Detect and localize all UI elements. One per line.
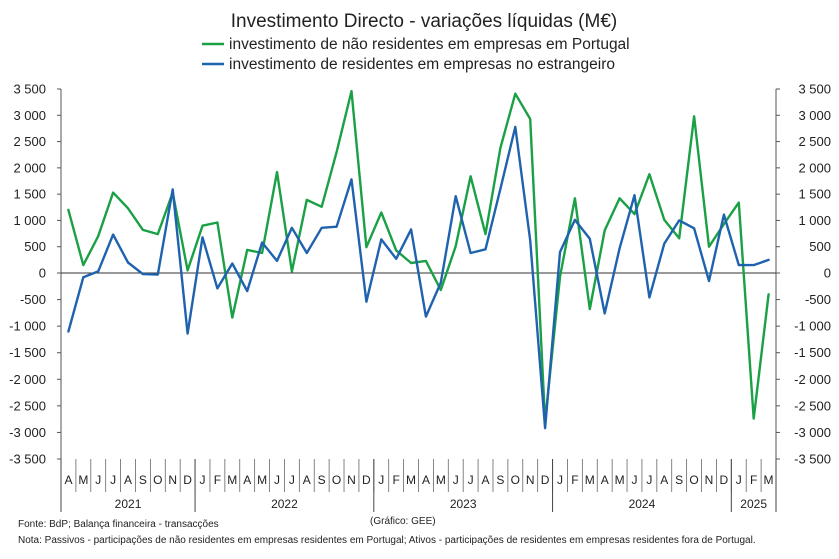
month-label: M xyxy=(78,473,88,487)
month-label: N xyxy=(168,473,177,487)
legend-label: investimento de não residentes em empres… xyxy=(229,36,630,53)
y-tick-label-left: -1 000 xyxy=(9,319,46,334)
y-tick-label-right: 2 500 xyxy=(798,134,831,149)
chart-credit: (Gráfico: GEE) xyxy=(370,516,436,527)
y-tick-label-left: -2 000 xyxy=(9,372,46,387)
month-label: N xyxy=(705,473,714,487)
footnote: Nota: Passivos - participações de não re… xyxy=(18,535,756,546)
month-label: O xyxy=(332,473,341,487)
chart-title: Investimento Directo - variações líquida… xyxy=(231,11,617,32)
month-label: J xyxy=(631,473,637,487)
month-label: F xyxy=(392,473,399,487)
y-tick-label-left: 1 500 xyxy=(13,187,46,202)
month-label: M xyxy=(406,473,416,487)
month-label: J xyxy=(557,473,563,487)
month-label: S xyxy=(496,473,504,487)
year-label: 2023 xyxy=(450,497,477,511)
month-label: A xyxy=(660,473,668,487)
y-tick-label-left: -3 000 xyxy=(9,425,46,440)
y-tick-label-right: -1 000 xyxy=(794,319,831,334)
y-tick-label-right: -2 500 xyxy=(794,398,831,413)
y-tick-label-right: 3 000 xyxy=(798,108,831,123)
y-tick-label-left: 1 000 xyxy=(13,213,46,228)
y-tick-label-right: 2 000 xyxy=(798,160,831,175)
series-lines xyxy=(67,89,770,430)
legend: investimento de não residentes em empres… xyxy=(202,36,630,73)
month-label: M xyxy=(764,473,774,487)
y-tick-label-left: -1 500 xyxy=(9,345,46,360)
y-tick-label-left: 500 xyxy=(24,239,46,254)
month-label: D xyxy=(183,473,192,487)
y-tick-label-left: 0 xyxy=(39,266,46,281)
y-tick-label-right: 500 xyxy=(809,239,831,254)
month-label: A xyxy=(64,473,72,487)
y-tick-label-right: 1 500 xyxy=(798,187,831,202)
y-tick-label-left: 3 500 xyxy=(13,82,46,97)
month-label: F xyxy=(571,473,578,487)
month-label: J xyxy=(289,473,295,487)
y-tick-label-left: 3 000 xyxy=(13,108,46,123)
month-label: J xyxy=(453,473,459,487)
y-tick-label-right: -3 500 xyxy=(794,452,831,467)
y-tick-labels: 3 500 3 500 3 000 3 000 2 500 2 500 2 000 2 000… xyxy=(9,82,831,467)
month-label: N xyxy=(526,473,535,487)
month-label: D xyxy=(720,473,729,487)
y-tick-label-right: -1 500 xyxy=(794,345,831,360)
month-label: M xyxy=(436,473,446,487)
year-label: 2021 xyxy=(115,497,142,511)
month-label: J xyxy=(736,473,742,487)
month-label: F xyxy=(214,473,221,487)
y-tick-label-left: 2 500 xyxy=(13,134,46,149)
month-label: O xyxy=(153,473,162,487)
month-label: A xyxy=(482,473,490,487)
month-label: A xyxy=(601,473,609,487)
y-tick-label-left: -2 500 xyxy=(9,398,46,413)
month-label: A xyxy=(124,473,132,487)
month-label: M xyxy=(257,473,267,487)
month-label: M xyxy=(227,473,237,487)
month-label: O xyxy=(689,473,698,487)
y-tick-label-right: 1 000 xyxy=(798,213,831,228)
y-tick-label-right: -3 000 xyxy=(794,425,831,440)
month-label: A xyxy=(303,473,311,487)
month-label: J xyxy=(378,473,384,487)
y-tick-label-left: -500 xyxy=(20,292,46,307)
series-line-residents xyxy=(67,125,770,430)
month-label: J xyxy=(646,473,652,487)
month-label: A xyxy=(422,473,430,487)
y-tick-label-left: -3 500 xyxy=(9,452,46,467)
month-label: S xyxy=(139,473,147,487)
month-label: J xyxy=(200,473,206,487)
year-label: 2025 xyxy=(740,497,767,511)
month-label: D xyxy=(362,473,371,487)
source-note: Fonte: BdP; Balança financeira - transac… xyxy=(18,519,219,530)
legend-label: investimento de residentes em empresas n… xyxy=(229,56,615,73)
month-label: S xyxy=(318,473,326,487)
month-label: D xyxy=(541,473,550,487)
y-tick-label-right: -2 000 xyxy=(794,372,831,387)
month-label: J xyxy=(95,473,101,487)
y-tick-label-right: 3 500 xyxy=(798,82,831,97)
month-label: J xyxy=(274,473,280,487)
month-label: N xyxy=(347,473,356,487)
month-label: J xyxy=(110,473,116,487)
y-tick-label-right: -500 xyxy=(805,292,831,307)
month-label: O xyxy=(511,473,520,487)
month-label: J xyxy=(468,473,474,487)
y-tick-label-right: 0 xyxy=(824,266,831,281)
year-label: 2022 xyxy=(271,497,298,511)
month-label: S xyxy=(675,473,683,487)
series-line-non-residents xyxy=(67,89,770,423)
month-label: M xyxy=(585,473,595,487)
y-tick-label-left: 2 000 xyxy=(13,160,46,175)
month-label: F xyxy=(750,473,757,487)
month-label: M xyxy=(615,473,625,487)
month-label: A xyxy=(243,473,251,487)
year-label: 2024 xyxy=(629,497,656,511)
